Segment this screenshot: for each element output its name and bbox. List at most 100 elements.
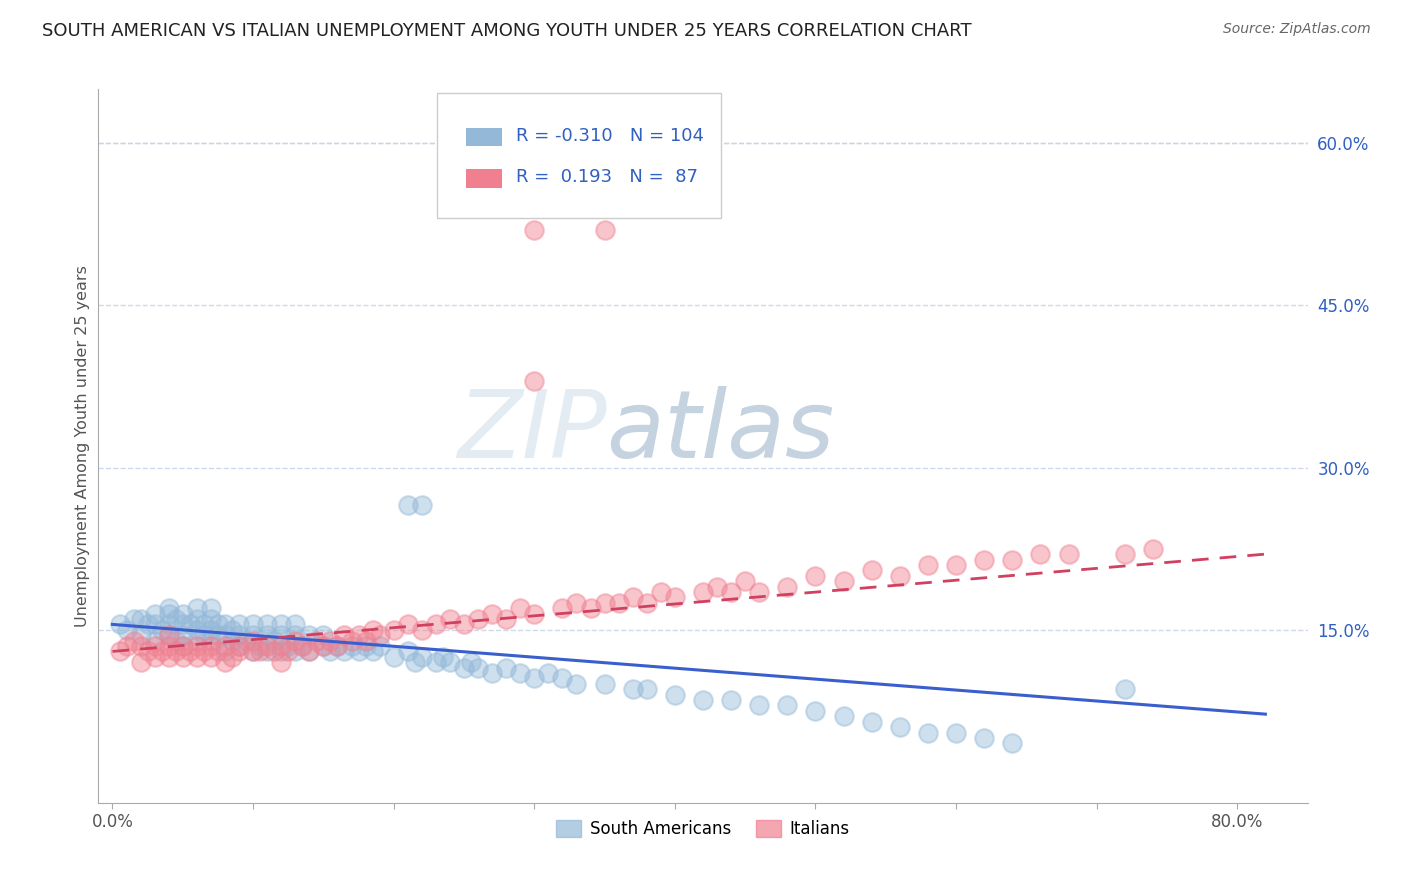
Point	[256, 617, 278, 632]
Point	[129, 628, 152, 642]
Point	[228, 639, 250, 653]
Point	[973, 552, 995, 566]
Point	[1057, 547, 1080, 561]
Point	[214, 655, 236, 669]
Point	[425, 617, 447, 632]
Point	[129, 655, 152, 669]
Point	[523, 672, 546, 686]
Point	[115, 639, 138, 653]
Point	[607, 596, 630, 610]
Point	[284, 628, 307, 642]
Point	[382, 623, 405, 637]
Point	[396, 499, 419, 513]
Point	[453, 617, 475, 632]
Point	[776, 698, 799, 713]
Point	[298, 644, 321, 658]
Point	[565, 677, 588, 691]
Point	[291, 639, 314, 653]
Point	[509, 601, 531, 615]
Point	[228, 628, 250, 642]
Point	[621, 682, 644, 697]
Point	[157, 601, 180, 615]
Point	[157, 649, 180, 664]
Point	[200, 612, 222, 626]
Point	[860, 714, 883, 729]
Point	[432, 649, 454, 664]
Point	[776, 580, 799, 594]
Point	[172, 628, 194, 642]
Point	[157, 628, 180, 642]
Point	[804, 568, 827, 582]
Point	[495, 612, 517, 626]
Point	[150, 644, 173, 658]
Point	[207, 644, 229, 658]
Point	[200, 639, 222, 653]
Point	[228, 639, 250, 653]
Point	[832, 709, 855, 723]
Point	[917, 558, 939, 572]
Point	[734, 574, 756, 589]
Point	[228, 617, 250, 632]
Point	[284, 644, 307, 658]
Point	[172, 649, 194, 664]
Point	[157, 639, 180, 653]
Text: atlas: atlas	[606, 386, 835, 477]
Point	[404, 655, 426, 669]
Point	[200, 649, 222, 664]
Point	[481, 666, 503, 681]
Point	[650, 585, 672, 599]
Point	[136, 617, 159, 632]
Point	[1114, 682, 1136, 697]
Point	[326, 639, 349, 653]
Point	[157, 607, 180, 621]
Point	[193, 628, 215, 642]
Point	[354, 639, 377, 653]
Point	[326, 639, 349, 653]
Point	[284, 617, 307, 632]
Point	[860, 563, 883, 577]
Point	[270, 655, 292, 669]
Point	[179, 617, 201, 632]
Text: R = -0.310   N = 104: R = -0.310 N = 104	[516, 127, 703, 145]
Point	[748, 698, 770, 713]
Point	[108, 644, 131, 658]
Point	[193, 644, 215, 658]
Point	[242, 644, 264, 658]
Point	[460, 655, 482, 669]
Point	[143, 639, 166, 653]
Point	[157, 628, 180, 642]
Point	[664, 688, 686, 702]
Point	[207, 628, 229, 642]
Point	[186, 633, 208, 648]
Point	[354, 633, 377, 648]
Point	[1001, 736, 1024, 750]
Point	[214, 617, 236, 632]
Point	[143, 607, 166, 621]
Point	[256, 644, 278, 658]
Point	[200, 623, 222, 637]
Point	[593, 677, 616, 691]
Point	[467, 660, 489, 674]
Point	[889, 720, 911, 734]
Point	[214, 628, 236, 642]
Point	[221, 633, 243, 648]
Point	[945, 725, 967, 739]
Point	[692, 585, 714, 599]
Point	[242, 617, 264, 632]
Point	[425, 655, 447, 669]
Point	[509, 666, 531, 681]
Point	[221, 623, 243, 637]
Point	[319, 644, 342, 658]
FancyBboxPatch shape	[465, 128, 502, 146]
Point	[1114, 547, 1136, 561]
Point	[186, 601, 208, 615]
Point	[720, 693, 742, 707]
Point	[312, 639, 335, 653]
Point	[551, 672, 574, 686]
Point	[165, 612, 187, 626]
Point	[277, 644, 299, 658]
Y-axis label: Unemployment Among Youth under 25 years: Unemployment Among Youth under 25 years	[75, 265, 90, 627]
Point	[593, 596, 616, 610]
Point	[242, 628, 264, 642]
Point	[129, 612, 152, 626]
